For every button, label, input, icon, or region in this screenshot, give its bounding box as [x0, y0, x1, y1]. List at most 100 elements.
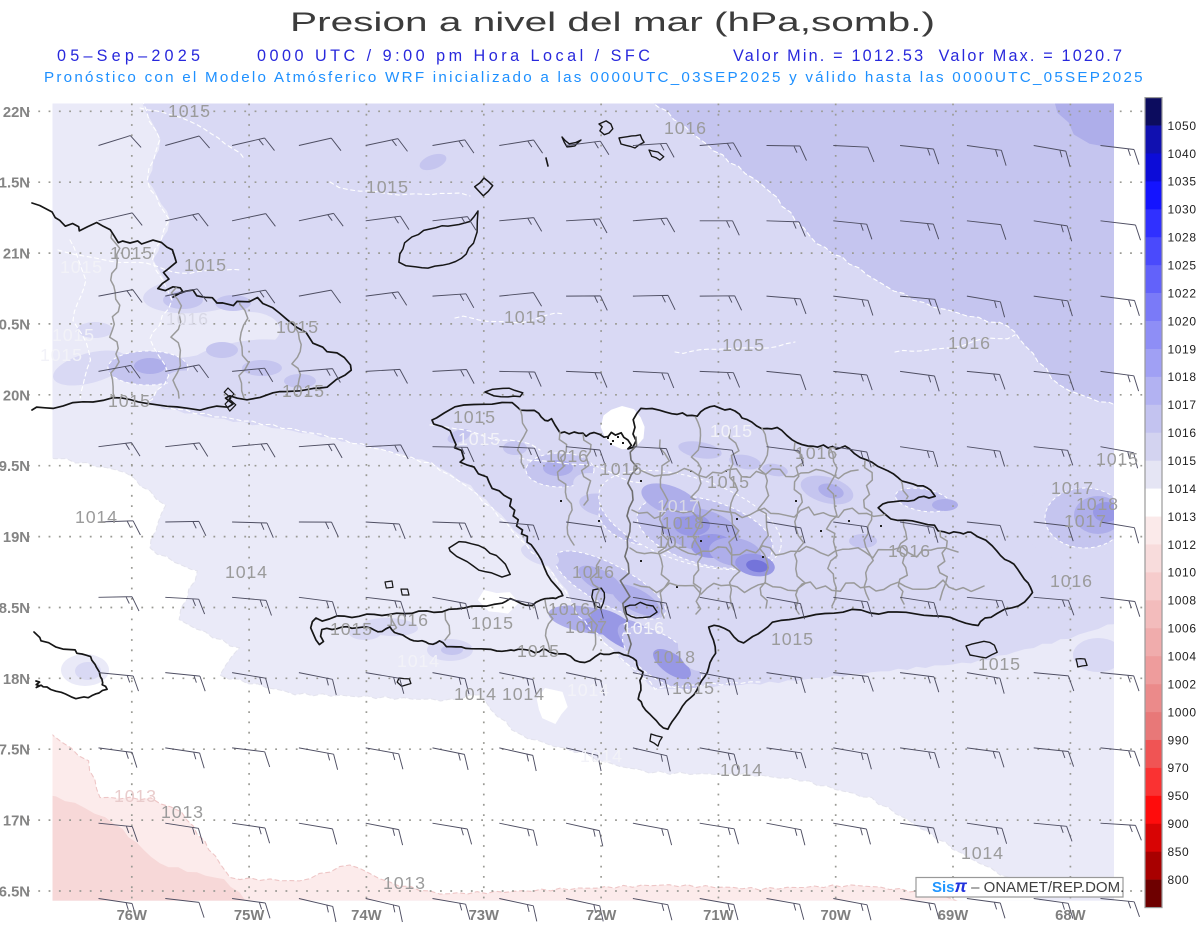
svg-text:1018: 1018	[1168, 370, 1197, 384]
svg-text:71W: 71W	[703, 908, 733, 924]
svg-text:1010: 1010	[1168, 566, 1197, 580]
svg-text:1016: 1016	[600, 459, 643, 479]
svg-text:1016: 1016	[664, 118, 707, 138]
svg-text:1022: 1022	[1168, 286, 1197, 300]
svg-text:1020: 1020	[1168, 314, 1197, 328]
svg-text:1.5N: 1.5N	[0, 176, 30, 192]
svg-text:900: 900	[1168, 817, 1190, 831]
svg-text:1016: 1016	[572, 562, 615, 582]
svg-text:1015: 1015	[276, 317, 319, 337]
svg-text:1013: 1013	[161, 802, 204, 822]
svg-text:1015: 1015	[1168, 454, 1197, 468]
svg-text:74W: 74W	[351, 908, 381, 924]
svg-text:1016: 1016	[888, 541, 931, 561]
svg-text:05–Sep–2025: 05–Sep–2025	[57, 47, 200, 65]
svg-text:70W: 70W	[820, 908, 850, 924]
svg-text:950: 950	[1168, 789, 1190, 803]
svg-text:1016: 1016	[386, 610, 429, 630]
svg-text:1015: 1015	[108, 391, 151, 411]
svg-text:9.5N: 9.5N	[0, 459, 30, 475]
svg-text:800: 800	[1168, 873, 1190, 887]
svg-text:22N: 22N	[3, 105, 30, 121]
svg-text:1015: 1015	[453, 407, 496, 427]
svg-text:1015: 1015	[330, 619, 373, 639]
svg-text:1004: 1004	[1168, 650, 1197, 664]
svg-text:1040: 1040	[1168, 147, 1197, 161]
svg-text:1015: 1015	[517, 641, 560, 661]
svg-text:1014: 1014	[225, 562, 268, 582]
svg-text:1015: 1015	[60, 257, 103, 277]
svg-text:1015: 1015	[710, 421, 753, 441]
svg-text:1014: 1014	[502, 684, 545, 704]
svg-text:1015: 1015	[722, 335, 765, 355]
svg-text:1015: 1015	[978, 654, 1021, 674]
svg-text:1012: 1012	[1168, 538, 1197, 552]
svg-text:1015: 1015	[707, 472, 750, 492]
svg-text:1016: 1016	[546, 446, 589, 466]
svg-text:1015: 1015	[110, 243, 153, 263]
svg-text:1014: 1014	[454, 684, 497, 704]
svg-text:1016: 1016	[1168, 426, 1197, 440]
svg-text:Sisπ – ONAMET/REP.DOM.: Sisπ – ONAMET/REP.DOM.	[932, 876, 1124, 896]
svg-text:1025: 1025	[1168, 258, 1197, 272]
svg-text:8.5N: 8.5N	[0, 601, 30, 617]
svg-text:1016: 1016	[1050, 571, 1093, 591]
svg-text:850: 850	[1168, 845, 1190, 859]
svg-text:1015: 1015	[184, 255, 227, 275]
svg-text:1015: 1015	[40, 345, 83, 365]
svg-text:1014: 1014	[720, 760, 763, 780]
svg-text:1016: 1016	[622, 618, 665, 638]
svg-text:1013: 1013	[1168, 510, 1197, 524]
svg-text:1015: 1015	[282, 381, 325, 401]
svg-text:1018: 1018	[1076, 494, 1119, 514]
svg-text:Pronóstico con el Modelo Atmós: Pronóstico con el Modelo Atmósferico WRF…	[44, 69, 1143, 86]
svg-text:1017: 1017	[565, 617, 608, 637]
svg-text:1015: 1015	[471, 613, 514, 633]
svg-text:17N: 17N	[3, 814, 30, 830]
svg-text:1014: 1014	[1168, 482, 1197, 496]
svg-text:1015: 1015	[504, 307, 547, 327]
svg-text:1017: 1017	[1168, 398, 1197, 412]
svg-text:69W: 69W	[938, 908, 968, 924]
svg-text:18N: 18N	[3, 672, 30, 688]
svg-text:1014: 1014	[961, 843, 1004, 863]
svg-text:1015: 1015	[458, 429, 501, 449]
svg-text:1017: 1017	[657, 496, 700, 516]
svg-text:1030: 1030	[1168, 203, 1197, 217]
svg-text:0.5N: 0.5N	[0, 317, 30, 333]
svg-text:7.5N: 7.5N	[0, 743, 30, 759]
svg-text:1017: 1017	[656, 532, 699, 552]
svg-text:1015: 1015	[52, 325, 95, 345]
svg-text:1013: 1013	[114, 786, 157, 806]
svg-text:1050: 1050	[1168, 119, 1197, 133]
svg-text:20N: 20N	[3, 388, 30, 404]
svg-text:68W: 68W	[1055, 908, 1085, 924]
svg-text:1014: 1014	[75, 507, 118, 527]
svg-text:1014: 1014	[580, 746, 623, 766]
svg-text:72W: 72W	[586, 908, 616, 924]
svg-text:1006: 1006	[1168, 622, 1197, 636]
svg-text:1035: 1035	[1168, 175, 1197, 189]
svg-text:1015: 1015	[1096, 449, 1139, 469]
svg-text:21N: 21N	[3, 247, 30, 263]
svg-text:1016: 1016	[166, 309, 209, 329]
svg-text:1015: 1015	[168, 101, 211, 121]
svg-text:1016: 1016	[795, 443, 838, 463]
svg-text:1017: 1017	[1064, 511, 1107, 531]
svg-text:1014: 1014	[397, 651, 440, 671]
svg-text:1015: 1015	[672, 678, 715, 698]
svg-text:1018: 1018	[653, 647, 696, 667]
svg-text:6.5N: 6.5N	[0, 885, 30, 901]
svg-text:Presion a nivel del mar (hPa,s: Presion a nivel del mar (hPa,somb.)	[290, 7, 935, 37]
svg-text:75W: 75W	[234, 908, 264, 924]
svg-text:1016: 1016	[548, 599, 591, 619]
svg-text:1015: 1015	[366, 177, 409, 197]
svg-text:1014: 1014	[567, 680, 610, 700]
svg-text:1019: 1019	[1168, 342, 1197, 356]
svg-text:1000: 1000	[1168, 705, 1197, 719]
svg-text:19N: 19N	[3, 530, 30, 546]
svg-text:1013: 1013	[383, 873, 426, 893]
svg-text:1017: 1017	[1051, 478, 1094, 498]
svg-text:1028: 1028	[1168, 231, 1197, 245]
svg-text:990: 990	[1168, 733, 1190, 747]
